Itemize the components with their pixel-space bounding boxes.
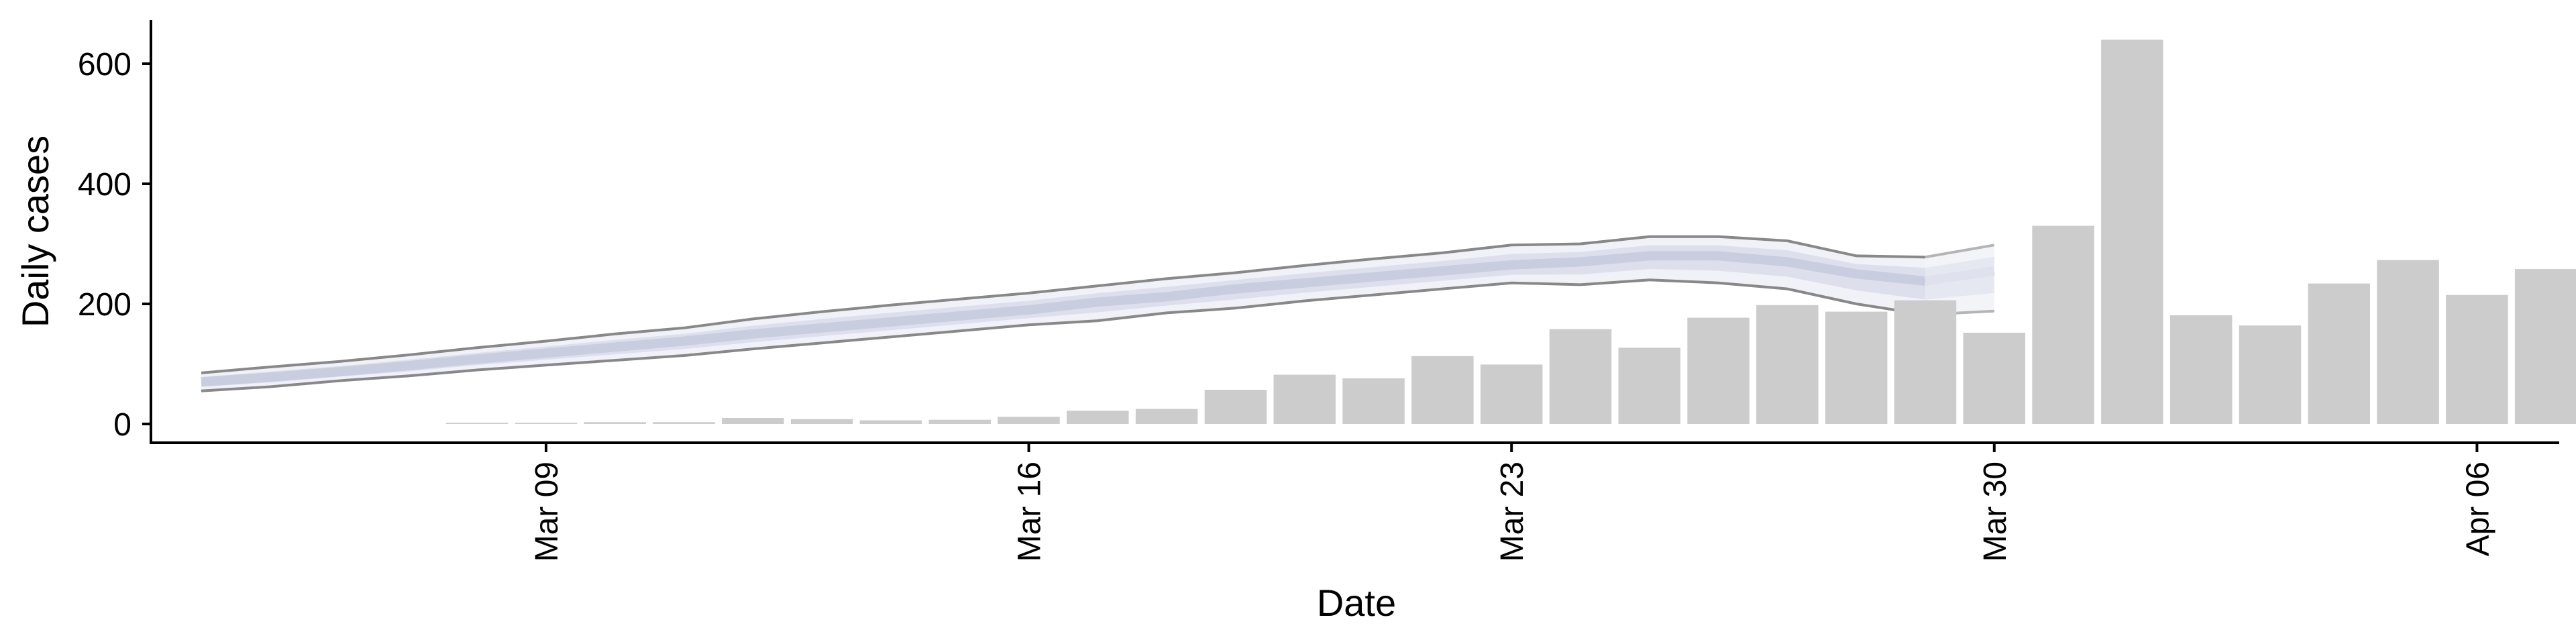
bar xyxy=(515,423,578,424)
x-ticks: Mar 09 Mar 16 Mar 23 Mar 30 Apr 06 xyxy=(529,443,2496,561)
y-tick-label: 400 xyxy=(78,167,131,203)
bar xyxy=(1135,409,1198,424)
y-axis-title: Daily cases xyxy=(14,136,56,327)
estimate-bands xyxy=(201,235,1995,392)
bar xyxy=(2101,40,2163,424)
bar xyxy=(722,418,784,424)
bar xyxy=(2308,283,2370,424)
bar xyxy=(1549,329,1612,424)
bar xyxy=(584,422,646,424)
bar xyxy=(653,422,715,424)
bar xyxy=(2032,225,2094,424)
bar xyxy=(2514,269,2576,424)
bar xyxy=(928,419,991,424)
x-tick-label: Mar 09 xyxy=(529,462,565,561)
y-ticks: 0 200 400 600 xyxy=(78,47,151,443)
x-tick-label: Mar 23 xyxy=(1495,462,1530,561)
band-median-estimate xyxy=(201,251,1926,387)
bar xyxy=(1963,333,2025,424)
bar xyxy=(1618,347,1680,424)
y-tick-label: 200 xyxy=(78,287,131,323)
bar xyxy=(2239,325,2302,424)
bar xyxy=(1273,374,1336,424)
bar xyxy=(2169,315,2233,424)
y-tick-label: 600 xyxy=(78,47,131,83)
bar xyxy=(1342,378,1405,424)
band-lower-line-estimate xyxy=(201,278,1926,392)
bar xyxy=(2446,294,2508,424)
bar xyxy=(1204,390,1267,424)
axes xyxy=(150,20,2559,444)
x-tick-label: Mar 16 xyxy=(1012,462,1048,561)
bar xyxy=(1411,356,1474,424)
bars xyxy=(445,40,2576,424)
band-inner-estimate xyxy=(201,245,1925,387)
bar xyxy=(1687,317,1750,424)
y-tick-label: 0 xyxy=(113,407,131,443)
bar xyxy=(998,417,1060,424)
x-axis-title: Date xyxy=(1317,582,1396,624)
band-upper-line-estimate xyxy=(201,235,1926,374)
x-tick-label: Mar 30 xyxy=(1978,462,2013,561)
bar xyxy=(1480,364,1543,424)
bar xyxy=(1067,411,1129,424)
bar xyxy=(790,419,853,424)
bar xyxy=(1825,311,1888,424)
bar xyxy=(445,423,508,424)
bar xyxy=(1894,300,1957,424)
bar xyxy=(859,420,922,424)
x-tick-label: Apr 06 xyxy=(2460,462,2496,556)
bar xyxy=(2377,260,2439,424)
bar xyxy=(1756,305,1819,424)
band-upper-line-forecast xyxy=(1925,244,1995,259)
band-median-forecast xyxy=(1924,266,1995,286)
